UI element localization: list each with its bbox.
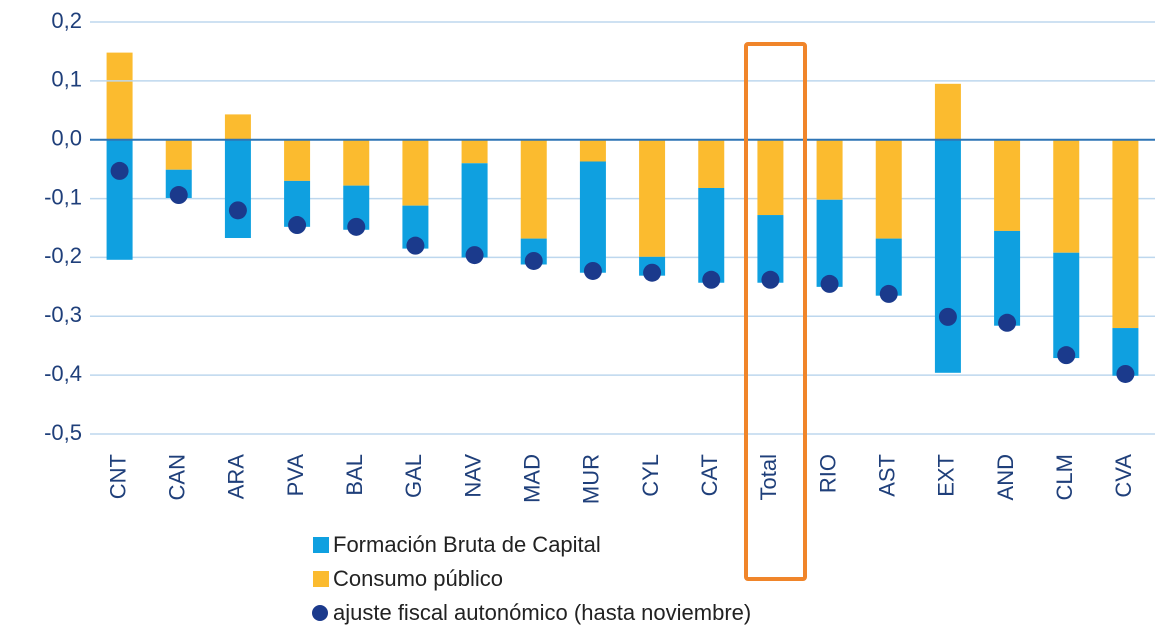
dot: [820, 274, 839, 293]
dot: [288, 216, 307, 235]
bar: [343, 139, 370, 186]
x-tick-label: CAT: [697, 454, 722, 496]
x-tick-label: AST: [875, 454, 900, 497]
x-tick-label: EXT: [934, 454, 959, 497]
bar: [284, 139, 311, 181]
bar: [994, 139, 1021, 231]
bar: [1053, 139, 1080, 253]
x-tick-label: PVA: [283, 454, 308, 497]
dot: [110, 161, 129, 180]
legend-label: Formación Bruta de Capital: [333, 532, 601, 557]
legend-swatch: [313, 537, 329, 553]
x-tick-label: CLM: [1052, 454, 1077, 500]
y-tick-label: -0,1: [44, 184, 82, 209]
x-tick-label: CYL: [638, 454, 663, 497]
x-tick-label: BAL: [342, 454, 367, 496]
bar: [698, 187, 725, 283]
y-tick-label: -0,2: [44, 243, 82, 268]
y-tick-label: -0,4: [44, 361, 82, 386]
x-tick-label: GAL: [401, 454, 426, 498]
legend-label: ajuste fiscal autonómico (hasta noviembr…: [333, 600, 751, 625]
bar: [106, 139, 133, 260]
dot: [643, 263, 662, 282]
legend-swatch: [312, 605, 328, 621]
bar: [816, 199, 843, 287]
dot: [879, 284, 898, 303]
dot: [1116, 364, 1135, 383]
x-tick-label: Total: [756, 454, 781, 500]
bar: [757, 139, 784, 216]
x-tick-label: CNT: [105, 454, 130, 499]
bar: [816, 139, 843, 200]
bar: [639, 139, 666, 257]
dot: [938, 307, 957, 326]
bar: [934, 83, 961, 140]
dot: [524, 251, 543, 270]
dot: [465, 246, 484, 265]
bar: [1053, 252, 1080, 359]
x-tick-label: CVA: [1111, 454, 1136, 498]
dot: [169, 186, 188, 205]
bar: [461, 139, 488, 164]
x-tick-label: RIO: [815, 454, 840, 493]
dot: [583, 261, 602, 280]
y-tick-label: -0,3: [44, 302, 82, 327]
bar: [224, 114, 251, 140]
legend-swatch: [313, 571, 329, 587]
y-tick-label: 0,2: [51, 8, 82, 33]
bar: [875, 139, 902, 239]
bar: [461, 163, 488, 258]
bar: [165, 139, 192, 170]
dot: [1057, 346, 1076, 365]
x-tick-label: AND: [993, 454, 1018, 500]
x-tick-label: MUR: [579, 454, 604, 504]
x-tick-label: CAN: [165, 454, 190, 500]
bar: [106, 52, 133, 140]
bar: [994, 230, 1021, 326]
dot: [347, 217, 366, 236]
x-tick-label: ARA: [224, 454, 249, 500]
x-tick-label: NAV: [460, 454, 485, 498]
dot: [998, 313, 1017, 332]
bar: [579, 161, 606, 273]
x-tick-label: MAD: [520, 454, 545, 503]
dot: [761, 270, 780, 289]
legend-label: Consumo público: [333, 566, 503, 591]
dot: [702, 270, 721, 289]
highlight-box: [744, 42, 807, 581]
bar: [224, 139, 251, 239]
y-tick-label: -0,5: [44, 420, 82, 445]
bar: [579, 139, 606, 162]
bar: [934, 139, 961, 373]
bar: [520, 139, 547, 239]
bar: [1112, 139, 1139, 329]
bar: [698, 139, 725, 188]
y-tick-label: 0,1: [51, 67, 82, 92]
y-tick-label: 0,0: [51, 126, 82, 151]
bar: [402, 139, 429, 206]
dot: [228, 201, 247, 220]
dot: [406, 236, 425, 255]
